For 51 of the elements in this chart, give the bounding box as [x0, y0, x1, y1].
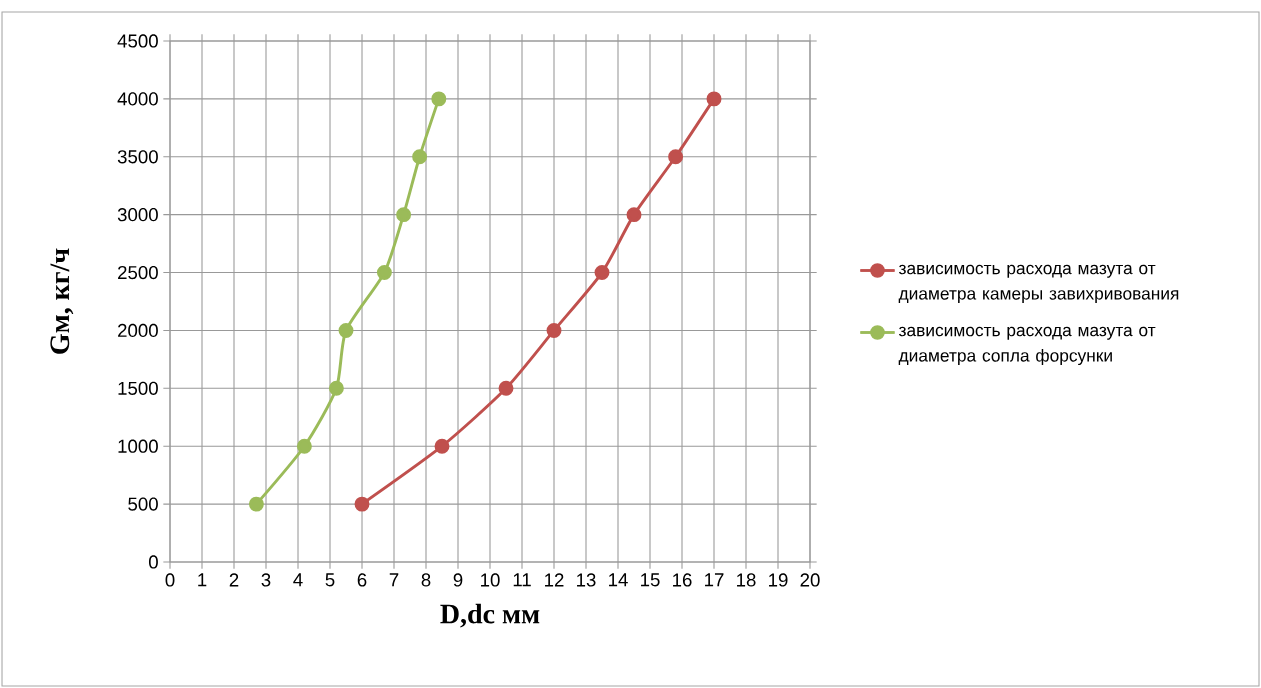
point: [668, 149, 684, 165]
x-tick-label: 4: [293, 573, 303, 587]
point: [412, 149, 428, 165]
x-axis-title: D,dc мм: [440, 603, 540, 628]
point: [396, 207, 412, 223]
point: [498, 380, 514, 396]
x-tick-label: 18: [737, 573, 756, 587]
x-tick-label: 15: [641, 573, 660, 587]
x-tick-label: 3: [261, 573, 271, 587]
point: [338, 322, 354, 338]
x-tick-label: 8: [421, 573, 431, 587]
x-tick-label: 12: [545, 573, 564, 587]
x-tick-label: 7: [389, 573, 399, 587]
point: [354, 496, 370, 512]
point: [626, 207, 642, 223]
y-tick-label: 2000: [118, 323, 158, 338]
x-tick-label: 20: [800, 573, 820, 587]
y-tick-label: 0: [148, 555, 158, 569]
y-tick-label: 4000: [117, 92, 158, 106]
point: [546, 322, 562, 338]
point: [434, 438, 450, 454]
x-tick-label: 1: [198, 573, 207, 587]
x-tick-label: 19: [769, 573, 788, 587]
point: [328, 380, 344, 396]
x-tick-label: 10: [481, 573, 500, 587]
y-axis-title: Gм, кг/ч: [50, 248, 74, 354]
y-tick-label: 500: [128, 497, 158, 511]
x-tick-label: 11: [513, 573, 531, 587]
x-tick-label: 0: [165, 573, 175, 587]
point: [431, 91, 447, 107]
x-tick-label: 14: [609, 573, 628, 587]
point: [248, 496, 264, 512]
y-tick-label: 3500: [117, 150, 158, 164]
y-tick-label: 1500: [118, 381, 158, 395]
point: [594, 265, 610, 281]
x-tick-label: 16: [673, 573, 692, 587]
x-tick-label: 5: [325, 573, 335, 587]
y-tick-label: 3000: [117, 208, 158, 222]
legend-label: зависимость расхода мазута от диаметра камеры завихривования: [898, 264, 1179, 304]
x-tick-label: 13: [577, 573, 596, 587]
point: [296, 438, 312, 454]
x-tick-label: 17: [705, 573, 724, 587]
legend-label: зависимость расхода мазута от диаметра сопла форсунки: [898, 326, 1156, 366]
x-tick-label: 6: [357, 573, 367, 587]
x-tick-label: 2: [229, 573, 239, 587]
y-tick-label: 4500: [117, 34, 158, 48]
y-tick-label: 1000: [118, 439, 158, 453]
point: [706, 91, 722, 107]
y-tick-label: 2500: [118, 265, 158, 280]
x-tick-label: 9: [453, 573, 463, 587]
point: [376, 265, 392, 281]
